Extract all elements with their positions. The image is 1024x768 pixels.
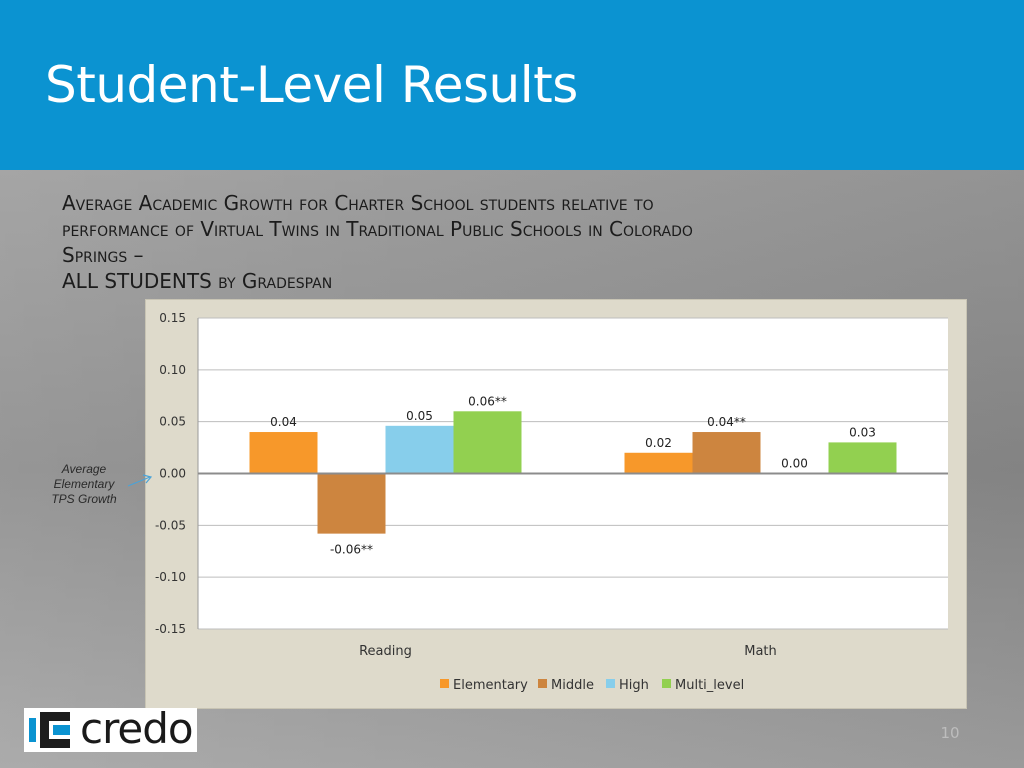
bar — [692, 432, 761, 474]
y-tick-label: 0.00 — [159, 467, 186, 481]
annotation-line-1: Average — [61, 462, 107, 476]
legend-swatch — [606, 679, 615, 688]
y-tick-label: -0.15 — [155, 622, 186, 636]
title-banner: Student-Level Results — [0, 0, 1024, 170]
y-tick-label: -0.05 — [155, 518, 186, 532]
bar — [828, 442, 897, 474]
chart-svg: 0.15 0.10 0.05 0.00 -0.05 -0.10 -0.15 0.04 -0.06… — [155, 311, 948, 693]
legend-swatch — [440, 679, 449, 688]
bar — [249, 432, 318, 474]
annotation-note: Average Elementary TPS Growth — [44, 462, 124, 507]
data-label: 0.04 — [270, 415, 297, 429]
annotation-line-2: Elementary — [53, 477, 115, 491]
page-number: 10 — [940, 724, 960, 742]
x-category-label: Math — [744, 644, 777, 659]
legend-label: High — [619, 678, 649, 693]
chart-subtitle: Average Academic Growth for Charter Scho… — [62, 190, 922, 294]
data-label: 0.06** — [468, 394, 507, 408]
y-tick-label: 0.15 — [159, 311, 186, 325]
bar — [317, 473, 386, 534]
subtitle-line-3: Springs – — [62, 243, 144, 267]
bar-chart: 0.15 0.10 0.05 0.00 -0.05 -0.10 -0.15 0.04 -0.06… — [145, 299, 967, 709]
credo-logo: credo — [24, 704, 197, 753]
page-title: Student-Level Results — [45, 56, 578, 114]
legend-swatch — [662, 679, 671, 688]
logo-mark-icon — [29, 712, 70, 748]
subtitle-line-2: performance of Virtual Twins in Traditio… — [62, 217, 693, 241]
bar — [624, 452, 693, 474]
data-label: 0.03 — [849, 425, 876, 439]
subtitle-line-4: ALL STUDENTS by Gradespan — [62, 269, 333, 293]
data-label: 0.04** — [707, 415, 746, 429]
subtitle-line-1: Average Academic Growth for Charter Scho… — [62, 191, 654, 215]
legend-swatch — [538, 679, 547, 688]
y-tick-label: 0.10 — [159, 363, 186, 377]
data-label: -0.06** — [330, 543, 373, 557]
annotation-arrow-icon — [127, 474, 153, 487]
legend-label: Middle — [551, 678, 594, 693]
data-label: 0.02 — [645, 436, 672, 450]
y-tick-label: 0.05 — [159, 415, 186, 429]
logo-text: credo — [80, 704, 194, 753]
x-category-label: Reading — [359, 644, 412, 659]
bar — [385, 425, 454, 474]
data-label: 0.05 — [406, 409, 433, 423]
annotation-line-3: TPS Growth — [51, 492, 117, 506]
y-tick-label: -0.10 — [155, 570, 186, 584]
bar — [453, 411, 522, 474]
legend-label: Elementary — [453, 678, 528, 693]
legend-label: Multi_level — [675, 678, 744, 693]
data-label: 0.00 — [781, 457, 808, 471]
